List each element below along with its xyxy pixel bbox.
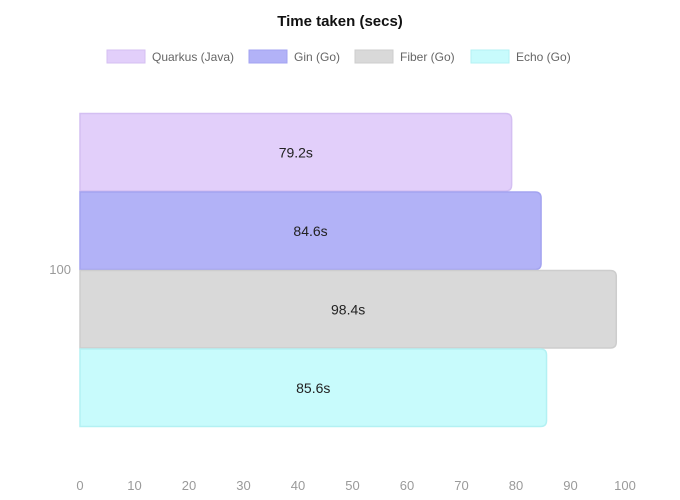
legend-swatch-fiber-go xyxy=(354,49,394,64)
chart-title: Time taken (secs) xyxy=(277,13,403,30)
bar-fiber-go[interactable] xyxy=(79,269,618,349)
legend-label-quarkus-java: Quarkus (Java) xyxy=(152,50,234,64)
legend: Quarkus (Java) Gin (Go) Fiber (Go) Echo (Go… xyxy=(106,49,571,64)
x-tick-label-70: 70 xyxy=(454,478,468,493)
legend-label-echo-go: Echo (Go) xyxy=(516,50,571,64)
legend-swatch-echo-go xyxy=(470,49,510,64)
legend-swatch-gin-go xyxy=(248,49,288,64)
bar-gin-go[interactable] xyxy=(79,191,542,271)
legend-item-gin-go[interactable]: Gin (Go) xyxy=(248,49,340,64)
bar-label-fiber-go: 98.4s xyxy=(331,301,365,317)
legend-item-fiber-go[interactable]: Fiber (Go) xyxy=(354,49,455,64)
x-axis: 0 10 20 30 40 50 60 70 80 90 100 xyxy=(76,478,635,493)
bar-label-quarkus-java: 79.2s xyxy=(279,144,313,160)
bar-echo-go[interactable] xyxy=(79,348,548,428)
x-tick-label-80: 80 xyxy=(509,478,523,493)
x-tick-label-90: 90 xyxy=(563,478,577,493)
y-axis: 100 xyxy=(49,262,71,277)
bar-label-gin-go: 84.6s xyxy=(293,223,327,239)
x-tick-label-50: 50 xyxy=(345,478,359,493)
legend-label-fiber-go: Fiber (Go) xyxy=(400,50,455,64)
x-tick-label-60: 60 xyxy=(400,478,414,493)
x-tick-label-100: 100 xyxy=(614,478,636,493)
y-tick-label-100: 100 xyxy=(49,262,71,277)
x-tick-label-20: 20 xyxy=(182,478,196,493)
x-tick-label-30: 30 xyxy=(236,478,250,493)
legend-label-gin-go: Gin (Go) xyxy=(294,50,340,64)
legend-item-quarkus-java[interactable]: Quarkus (Java) xyxy=(106,49,234,64)
x-tick-label-0: 0 xyxy=(76,478,83,493)
bars-group: 79.2s 84.6s 98.4s 85.6s xyxy=(79,112,618,428)
bar-label-echo-go: 85.6s xyxy=(296,380,330,396)
x-tick-label-10: 10 xyxy=(127,478,141,493)
x-tick-label-40: 40 xyxy=(291,478,305,493)
legend-item-echo-go[interactable]: Echo (Go) xyxy=(470,49,571,64)
bar-quarkus-java[interactable] xyxy=(79,112,513,192)
legend-swatch-quarkus-java xyxy=(106,49,146,64)
